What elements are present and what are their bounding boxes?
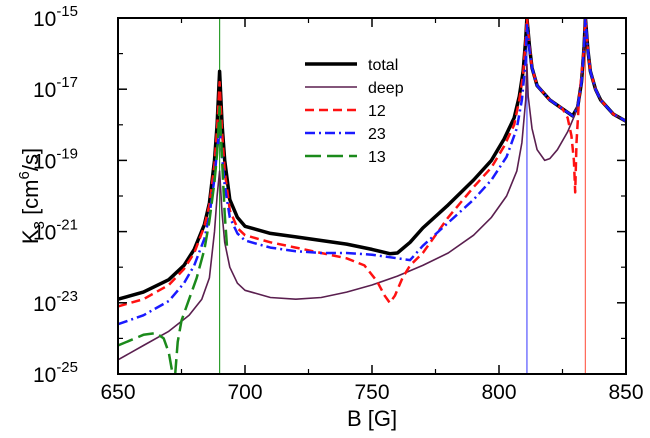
y-axis-label: K3 [cm6/s] [16,148,48,244]
x-axis-label: B [G] [347,406,397,431]
legend: total deep 12 23 13 [305,57,404,166]
legend-label-12: 12 [368,103,386,120]
y-tick-label: 10-21 [33,217,78,245]
series-line-13 [118,105,229,374]
y-axis: 10-15 10-17 10-19 10-21 10-23 10-25 [33,3,626,387]
x-tick-label: 850 [608,381,643,404]
legend-label-total: total [368,57,398,74]
y-tick-label: 10-15 [33,3,78,31]
y-tick-label: 10-19 [33,145,78,173]
legend-label-deep: deep [368,80,404,97]
y-tick-label: 10-17 [33,74,78,102]
legend-label-23: 23 [368,126,386,143]
series-line-12 [118,18,626,308]
x-tick-label: 650 [100,381,135,404]
x-axis: 650 700 750 800 850 [100,18,644,404]
x-tick-label: 800 [481,381,516,404]
x-tick-label: 700 [227,381,262,404]
legend-label-13: 13 [368,149,386,166]
series-group [118,18,626,374]
y-tick-label: 10-23 [33,288,78,316]
x-tick-label: 750 [354,381,389,404]
y-tick-label: 10-25 [33,359,78,387]
